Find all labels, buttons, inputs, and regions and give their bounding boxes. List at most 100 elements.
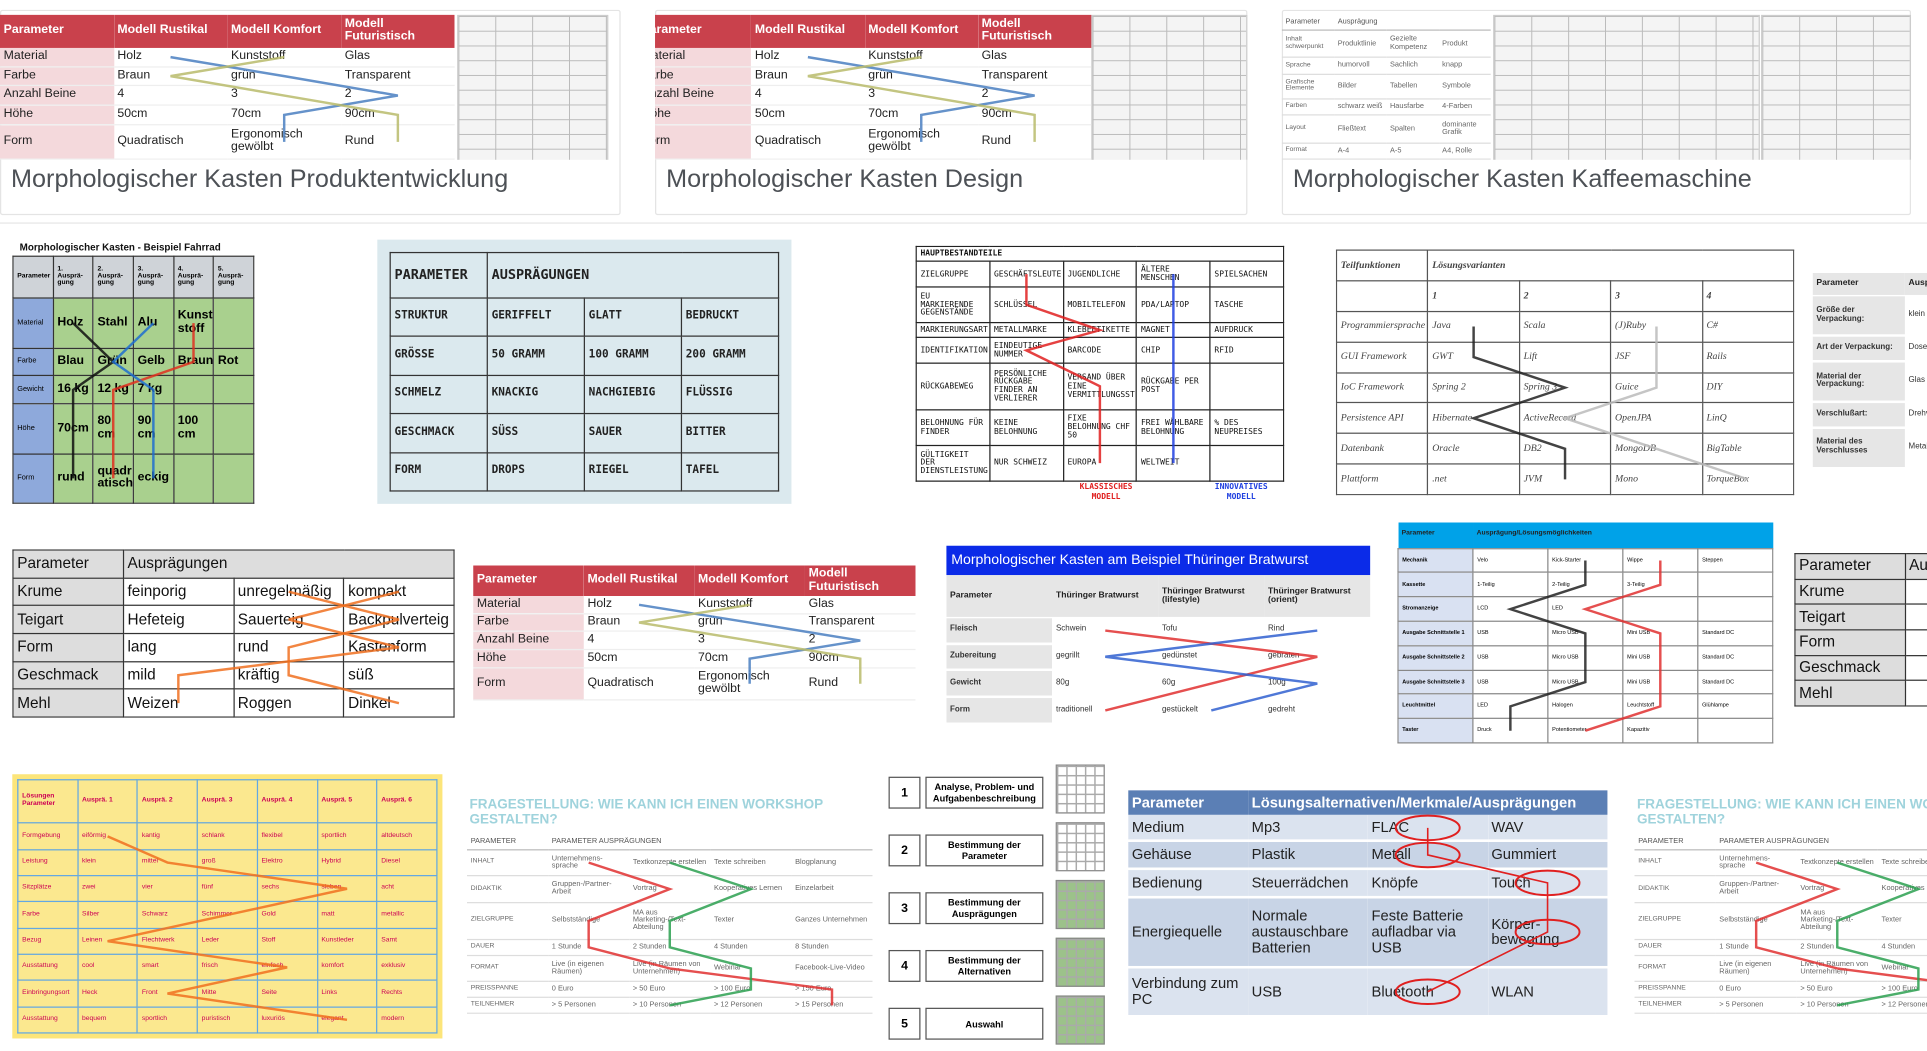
header-cell: 5. Ausprä-gung (212, 255, 255, 299)
parameter-cell: Material (12, 297, 54, 349)
value-cell: 90cm (341, 105, 455, 126)
value-cell: GLATT (583, 297, 683, 337)
result-thumbnail[interactable]: Teilfunktionen Lösungsvarianten 1 2 3 4 Progra… (1335, 249, 1795, 496)
value-cell: Hefeteig (122, 605, 235, 635)
header-row: Parameter Ausprägung (1281, 14, 1491, 31)
result-thumbnail[interactable]: HAUPTBESTANDTEILE ZIELGRUPPE GESCHÄFTSLEUT… (915, 245, 1285, 504)
table-row: Ausstattung bequem sportlich puristisch luxu… (17, 1006, 438, 1034)
value-cell: Quadratisch (751, 124, 865, 160)
parameter-cell: PREISSPANNE (1634, 981, 1716, 999)
value-cell: einfach (256, 953, 318, 982)
header-cell: Ausprä. 1 (77, 779, 139, 824)
value-cell: Dose (1904, 335, 1927, 363)
table-row: Verbindung zum PC USB Bluetooth WLAN (1128, 967, 1608, 1018)
value-cell: kräftig (232, 660, 345, 690)
value-cell: Links (316, 979, 378, 1008)
morph-table: Parameter Ausprägung/Lösungsmöglichkeiten… (1397, 522, 1774, 744)
value-cell: 8 Stunden (791, 939, 873, 956)
value-cell: Mini USB (1622, 620, 1699, 647)
value-cell: Braun (583, 613, 695, 633)
result-thumbnail[interactable]: ParameterAusprägungenGröße der Verpackun… (1812, 272, 1927, 470)
result-thumbnail[interactable]: 1 Analyse, Problem- und Aufgabenbeschreib… (888, 764, 1110, 1050)
thumbnail-content: Parameter Lösungsalternativen/Merkmale/Au… (1128, 790, 1608, 1018)
table-row: Farbe Silber Schwarz Schimmer Gold matt metall… (17, 901, 438, 929)
value-cell (1697, 717, 1774, 744)
result-thumbnail[interactable]: PARAMETER AUSPRÄGUNGEN STRUKTUR GERIFFELT GL… (377, 239, 792, 504)
table-row: Mechanik Velo Kick-Starter Wippe Steppen (1397, 547, 1774, 574)
step-grid (1055, 995, 1105, 1045)
value-cell: Ergonomisch gewölbt (694, 667, 805, 701)
value-cell: EINDEUTIGE NUMMER (989, 337, 1064, 364)
result-caption[interactable]: Morphologischer Kasten Kaffeemaschine (1292, 164, 1752, 193)
value-cell: Vortrag (1796, 875, 1878, 903)
table-row: Größe der Verpackung: klein (1812, 295, 1927, 337)
value-cell: feinporig (122, 577, 235, 607)
result-thumbnail[interactable]: Lösungen Parameter Ausprä. 1 Ausprä. 2 Ausp… (12, 774, 443, 1039)
result-thumbnail[interactable]: Parameter Ausprägung Inhalt schwerpunkt Pro… (1281, 14, 1927, 160)
value-cell (1209, 362, 1285, 410)
value-cell: 4-Farben (1438, 99, 1491, 117)
result-thumbnail[interactable]: FRAGESTELLUNG: WIE KANN ICH EINEN WORKSH… (1634, 793, 1927, 1014)
result-thumbnail[interactable]: ParameterAusprägungenKrumeTeigartFormGes… (1794, 553, 1927, 707)
result-caption[interactable]: Morphologischer Kasten Design (666, 164, 1024, 193)
table-row: SCHMELZ KNACKIG NACHGIEBIG FLÜSSIG (389, 374, 780, 415)
value-cell: Rot (212, 347, 255, 377)
table-row: Krume feinporig unregelmäßig kompakt (12, 577, 455, 607)
header-cell: Parameter (12, 549, 124, 579)
value-cell: komfort (316, 953, 378, 982)
value-cell: DROPS (486, 451, 585, 492)
value-cell: 2 Stunden (1796, 939, 1878, 956)
result-thumbnail[interactable]: Parameter Lösungsalternativen/Merkmale/Au… (1128, 790, 1608, 1018)
result-thumbnail[interactable]: Morphologischer Kasten am Beispiel Thüri… (946, 545, 1371, 726)
value-cell: Micro USB (1547, 644, 1624, 671)
table-row: Mehl Weizen Roggen Dinkel (12, 688, 455, 718)
result-thumbnail[interactable]: Morphologischer Kasten - Beispiel Fahrra… (12, 240, 255, 504)
header-cell: PARAMETER (389, 251, 488, 299)
row-separator (0, 222, 1927, 224)
result-thumbnail[interactable]: Parameter Ausprägungen Krume feinporig unreg… (12, 549, 455, 718)
value-cell: Transparent (341, 66, 455, 87)
header-cell: Parameter (1397, 522, 1473, 549)
parameter-cell: Mechanik (1397, 547, 1474, 574)
morph-table: Parameter Ausprägung Inhalt schwerpunkt Pro… (1281, 14, 1491, 160)
value-cell: 1 Stunde (1715, 939, 1797, 956)
result-thumbnail[interactable]: FRAGESTELLUNG: WIE KANN ICH EINEN WORKSH… (467, 793, 873, 1014)
value-cell: Velo (1472, 547, 1549, 574)
result-thumbnail[interactable]: Parameter Ausprägung/Lösungsmöglichkeiten… (1397, 522, 1774, 744)
value-cell: % DES NEUPREISES (1209, 408, 1285, 446)
parameter-cell: Verschlußart: (1812, 401, 1905, 429)
parameter-cell: Form (946, 696, 1053, 726)
value-cell: > 10 Personen (1796, 997, 1878, 1014)
table-row: Sprache humorvoll Sachlich knapp (1281, 57, 1491, 75)
header-cell: Thüringer Bratwurst (orient) (1264, 575, 1371, 619)
parameter-cell: Höhe (655, 105, 752, 126)
model-label: INNOVATIVES MODELL (1214, 481, 1268, 502)
value-cell: Knöpfe (1367, 868, 1488, 899)
header-row: Parameter Ausprägung/Lösungsmöglichkeiten (1397, 522, 1773, 549)
process-step: 4 Bestimmung der Alternativen (888, 949, 1044, 982)
header-cell: AUSPRÄGUNGEN (486, 251, 780, 299)
value-cell: sportlich (136, 1006, 198, 1034)
value-cell: Glas (804, 596, 916, 615)
parameter-cell: Verbindung zum PC (1128, 967, 1248, 1018)
value-cell (1904, 578, 1927, 606)
parameter-cell: Grafische Elemente (1281, 73, 1335, 100)
value-cell: Gezielte Kompetenz (1386, 30, 1439, 59)
result-caption[interactable]: Morphologischer Kasten Produktentwicklun… (11, 164, 509, 193)
table-row: Ausgabe Schnittstelle 1 USB Micro USB Mini … (1397, 620, 1774, 647)
header-cell: Ausprä. 6 (376, 779, 438, 824)
value-cell (172, 452, 215, 504)
